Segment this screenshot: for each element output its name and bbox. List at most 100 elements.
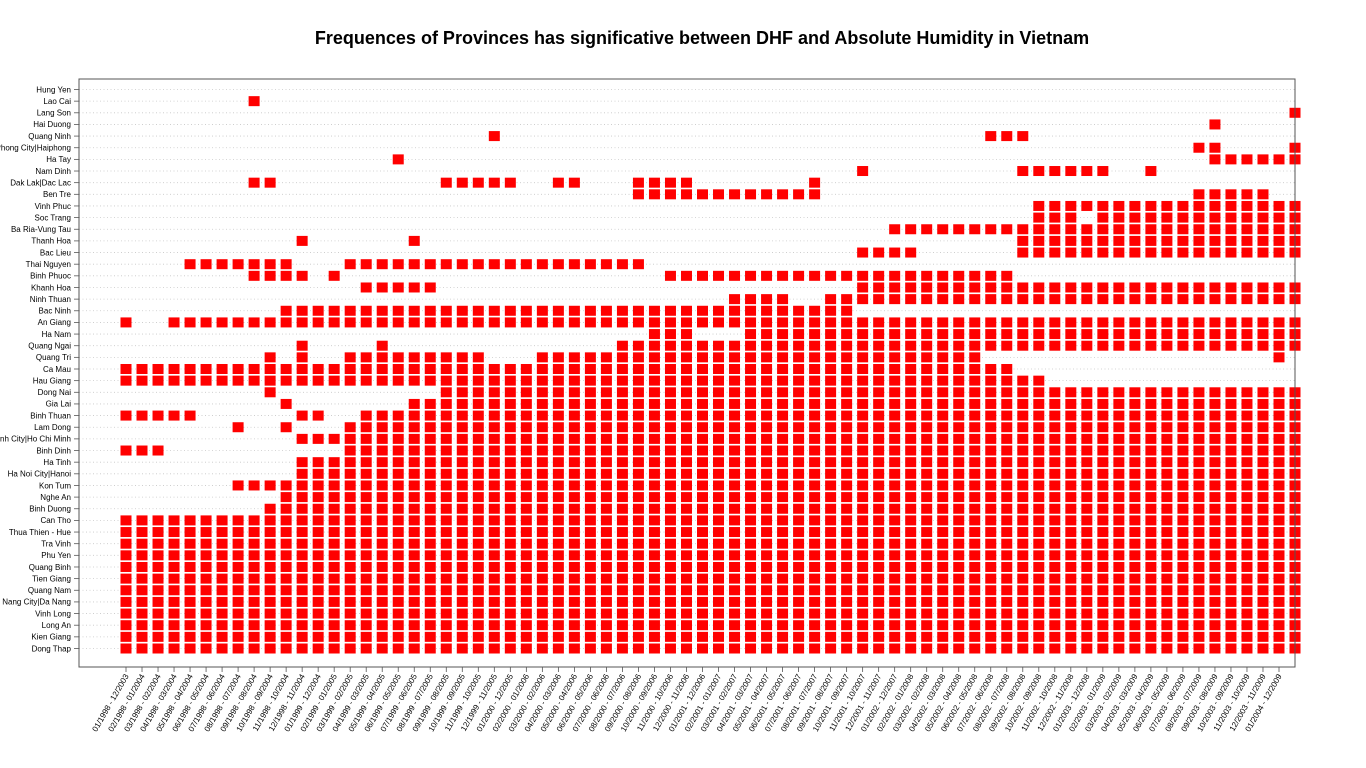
heatmap-cell (1209, 480, 1221, 491)
heatmap-cell (472, 596, 484, 607)
heatmap-cell (488, 317, 500, 328)
heatmap-cell (985, 375, 997, 386)
heatmap-cell (264, 643, 276, 654)
heatmap-cell (1081, 247, 1093, 258)
heatmap-cell (713, 340, 725, 351)
heatmap-cell (745, 398, 757, 409)
heatmap-cell (264, 631, 276, 642)
heatmap-cell (809, 329, 821, 340)
heatmap-cell (857, 573, 869, 584)
heatmap-cell (1209, 398, 1221, 409)
heatmap-cell (745, 515, 757, 526)
heatmap-cell (985, 468, 997, 479)
heatmap-cell (520, 387, 532, 398)
heatmap-cell (905, 585, 917, 596)
heatmap-cell (344, 561, 356, 572)
heatmap-cell (424, 643, 436, 654)
heatmap-cell (1257, 410, 1269, 421)
heatmap-cell (664, 480, 676, 491)
heatmap-cell (1033, 433, 1045, 444)
heatmap-cell (1225, 200, 1237, 211)
heatmap-cell (120, 620, 132, 631)
heatmap-cell (1145, 527, 1157, 538)
heatmap-cell (1161, 503, 1173, 514)
heatmap-cell (248, 620, 260, 631)
heatmap-cell (184, 538, 196, 549)
heatmap-cell (392, 515, 404, 526)
heatmap-cell (1161, 317, 1173, 328)
heatmap-cell (777, 503, 789, 514)
heatmap-cell (729, 433, 741, 444)
heatmap-cell (1225, 643, 1237, 654)
heatmap-cell (1257, 631, 1269, 642)
heatmap-cell (264, 317, 276, 328)
heatmap-cell (568, 527, 580, 538)
heatmap-cell (921, 375, 933, 386)
heatmap-cell (552, 573, 564, 584)
heatmap-cell (152, 515, 164, 526)
heatmap-cell (985, 585, 997, 596)
heatmap-cell (1273, 585, 1285, 596)
y-tick-label: Nghe An (40, 493, 71, 502)
heatmap-cell (1017, 457, 1029, 468)
heatmap-cell (841, 515, 853, 526)
heatmap-cell (1241, 585, 1253, 596)
heatmap-cell (921, 457, 933, 468)
heatmap-cell (632, 631, 644, 642)
heatmap-cell (1081, 282, 1093, 293)
heatmap-cell (680, 270, 692, 281)
heatmap-cell (809, 492, 821, 503)
heatmap-cell (1017, 131, 1029, 142)
heatmap-cell (921, 433, 933, 444)
heatmap-cell (793, 585, 805, 596)
heatmap-cell (761, 364, 773, 374)
heatmap-cell (1241, 433, 1253, 444)
heatmap-cell (120, 631, 132, 642)
heatmap-cell (777, 550, 789, 561)
heatmap-cell (937, 270, 949, 281)
heatmap-cell (584, 259, 596, 270)
heatmap-cell (1225, 282, 1237, 293)
heatmap-cell (745, 422, 757, 433)
heatmap-cell (809, 643, 821, 654)
heatmap-cell (937, 573, 949, 584)
heatmap-cell (504, 445, 516, 456)
heatmap-cell (713, 189, 725, 200)
heatmap-cell (729, 398, 741, 409)
heatmap-cell (1097, 643, 1109, 654)
heatmap-cell (969, 573, 981, 584)
heatmap-cell (809, 573, 821, 584)
heatmap-cell (697, 317, 708, 328)
heatmap-cell (937, 445, 949, 456)
heatmap-cell (600, 352, 612, 363)
heatmap-cell (713, 433, 725, 444)
heatmap-cell (424, 422, 436, 433)
heatmap-cell (953, 573, 965, 584)
y-tick-label: Vinh Long (35, 609, 71, 618)
heatmap-cell (280, 585, 292, 596)
heatmap-cell (889, 492, 901, 503)
heatmap-cell (825, 573, 837, 584)
heatmap-cell (264, 515, 276, 526)
heatmap-cell (1177, 480, 1189, 491)
heatmap-cell (552, 515, 564, 526)
heatmap-cell (1001, 468, 1013, 479)
heatmap-cell (969, 224, 981, 235)
heatmap-cell (360, 352, 372, 363)
heatmap-cell (1145, 235, 1157, 246)
heatmap-cell (200, 585, 212, 596)
heatmap-cell (520, 538, 532, 549)
heatmap-cell (1081, 294, 1093, 305)
heatmap-cell (408, 433, 420, 444)
heatmap-cell (857, 480, 869, 491)
heatmap-cell (697, 398, 708, 409)
heatmap-cell (1257, 573, 1269, 584)
heatmap-cell (216, 259, 228, 270)
heatmap-cell (793, 596, 805, 607)
heatmap-cell (152, 643, 164, 654)
heatmap-cell (376, 422, 388, 433)
heatmap-cell (1177, 503, 1189, 514)
heatmap-cell (1129, 422, 1141, 433)
heatmap-cell (1161, 445, 1173, 456)
heatmap-cell (713, 457, 725, 468)
